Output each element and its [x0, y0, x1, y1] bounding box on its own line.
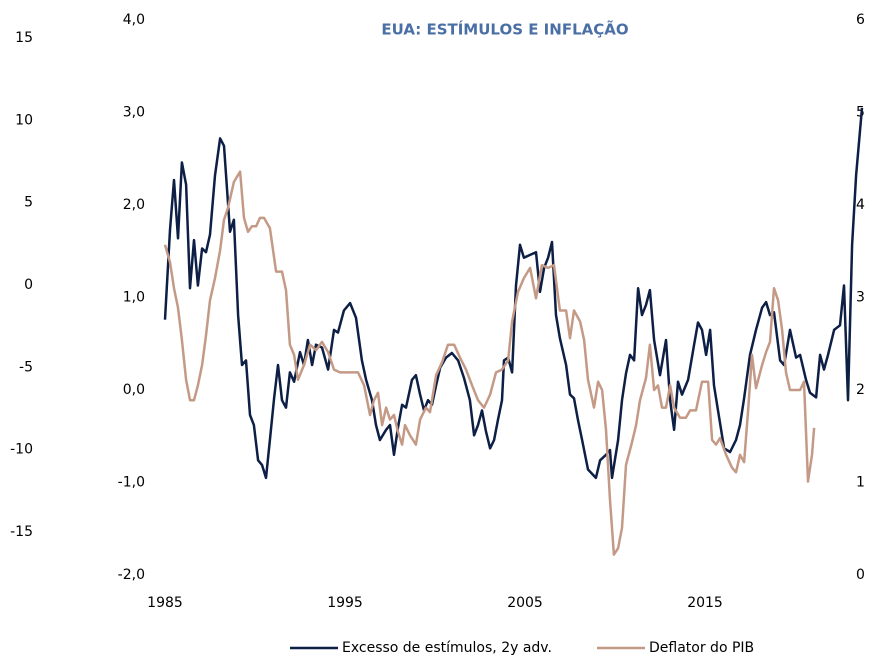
y3-tick-label: 5 [24, 195, 33, 211]
legend-label: Deflator do PIB [649, 640, 754, 656]
y-tick-label: 0,0 [123, 382, 145, 398]
y-tick-label: 4,0 [123, 12, 145, 28]
x-tick-label: 2015 [687, 595, 723, 611]
y2-tick-label: 3 [856, 290, 865, 306]
legend-label: Excesso de estímulos, 2y adv. [342, 640, 552, 656]
y-tick-label: -1,0 [118, 475, 145, 491]
series-line [163, 170, 816, 556]
y2-tick-label: 2 [856, 382, 865, 398]
chart-title: EUA: ESTÍMULOS E INFLAÇÃO [381, 20, 628, 39]
y3-tick-label: -5 [19, 359, 33, 375]
series-line [163, 107, 864, 480]
y-tick-label: -2,0 [118, 567, 145, 583]
y2-tick-label: 1 [856, 475, 865, 491]
y2-tick-label: 0 [856, 567, 865, 583]
x-tick-label: 2005 [507, 595, 543, 611]
y3-tick-label: 0 [24, 277, 33, 293]
y-tick-label: 2,0 [123, 197, 145, 213]
x-tick-label: 1985 [147, 595, 183, 611]
x-tick-label: 1995 [327, 595, 363, 611]
y-tick-label: 1,0 [123, 290, 145, 306]
y3-tick-label: 10 [15, 112, 33, 128]
y2-tick-label: 4 [856, 197, 865, 213]
y3-tick-label: -15 [10, 524, 33, 540]
y3-tick-label: -10 [10, 442, 33, 458]
y2-tick-label: 6 [856, 12, 865, 28]
y-tick-label: 3,0 [123, 105, 145, 121]
y3-tick-label: 15 [15, 30, 33, 46]
